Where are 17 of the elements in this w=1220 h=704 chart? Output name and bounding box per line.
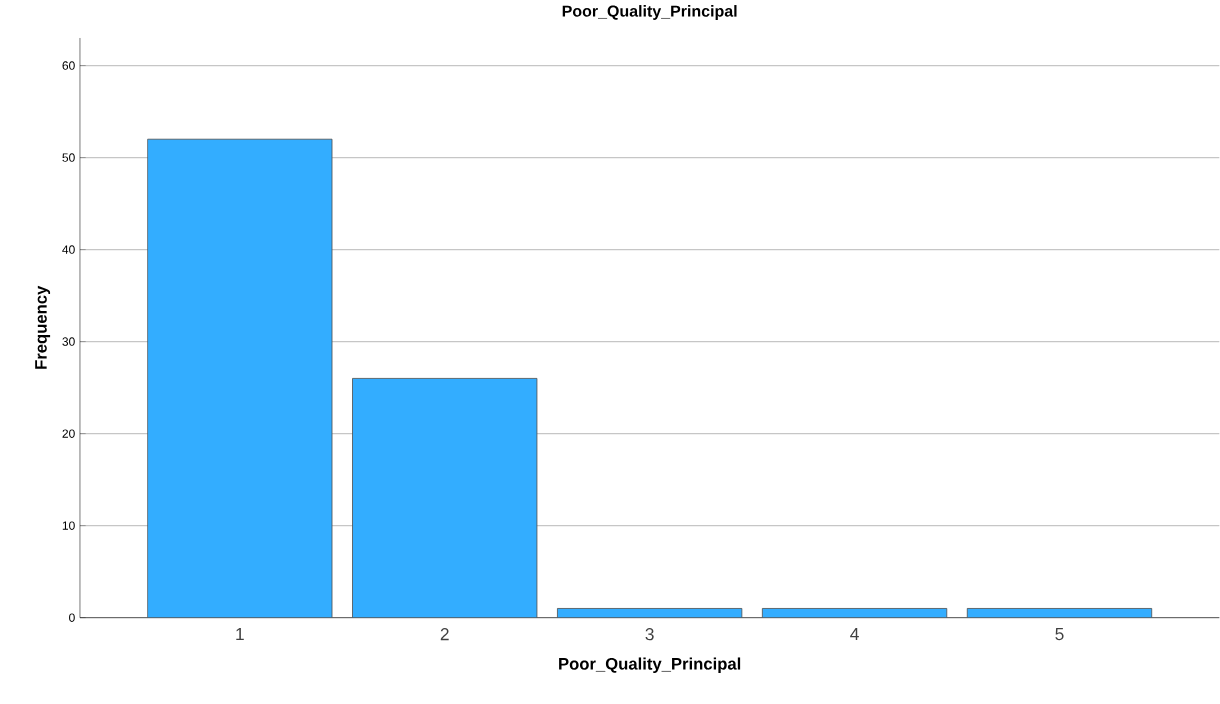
bar	[147, 138, 333, 618]
bar	[352, 378, 538, 618]
y-axis-title: Frequency	[35, 285, 51, 370]
y-tick-label: 60	[62, 61, 75, 71]
y-tick-label: 40	[62, 245, 75, 255]
y-tick-label: 20	[62, 429, 75, 439]
x-tick-label: 1	[236, 628, 244, 641]
x-tick-label: 2	[440, 628, 449, 641]
y-tick-label: 50	[62, 153, 75, 163]
y-tick-label: 10	[62, 521, 75, 531]
x-axis-title: Poor_Quality_Principal	[559, 657, 741, 674]
y-tick-label: 30	[62, 337, 75, 347]
chart-title: Poor_Quality_Principal	[562, 5, 737, 21]
x-tick-label: 3	[645, 628, 654, 641]
y-tick-label: 0	[69, 613, 75, 623]
x-tick-label: 5	[1055, 628, 1064, 641]
x-tick-label: 4	[850, 628, 859, 641]
